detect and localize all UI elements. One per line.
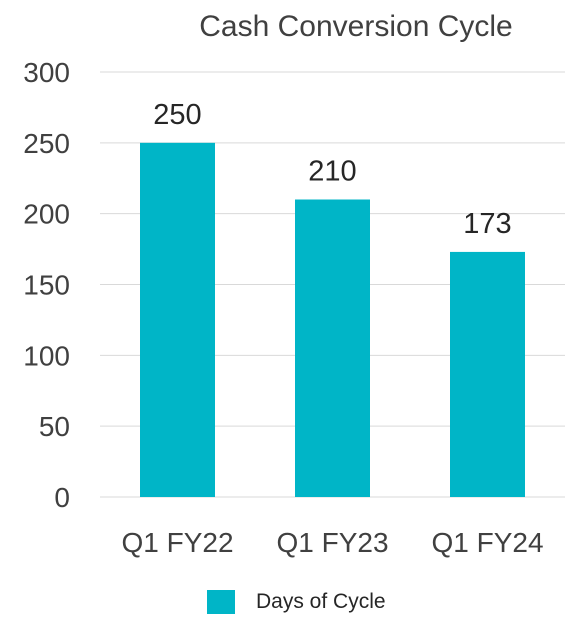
x-category-label: Q1 FY24 [431,527,543,558]
x-category-label: Q1 FY23 [276,527,388,558]
bar [140,142,215,498]
x-axis-categories: Q1 FY22 Q1 FY23 Q1 FY24 [121,527,543,558]
y-tick-label: 200 [23,199,70,230]
y-tick-label: 300 [23,57,70,88]
bars [140,142,525,498]
data-labels: 250 210 173 [153,99,511,240]
data-label: 173 [463,208,511,240]
data-label: 210 [308,156,356,188]
y-tick-label: 0 [54,482,70,513]
bar [450,251,525,497]
x-category-label: Q1 FY22 [121,527,233,558]
data-label: 250 [153,99,201,131]
y-axis-ticks: 0 50 100 150 200 250 300 [23,57,70,513]
legend-swatch [207,590,235,614]
legend: Days of Cycle [207,590,386,614]
bar [295,199,370,497]
y-tick-label: 150 [23,270,70,301]
y-tick-label: 50 [39,411,70,442]
y-tick-label: 250 [23,128,70,159]
chart-title: Cash Conversion Cycle [199,10,512,43]
y-tick-label: 100 [23,340,70,371]
legend-label: Days of Cycle [256,590,386,613]
